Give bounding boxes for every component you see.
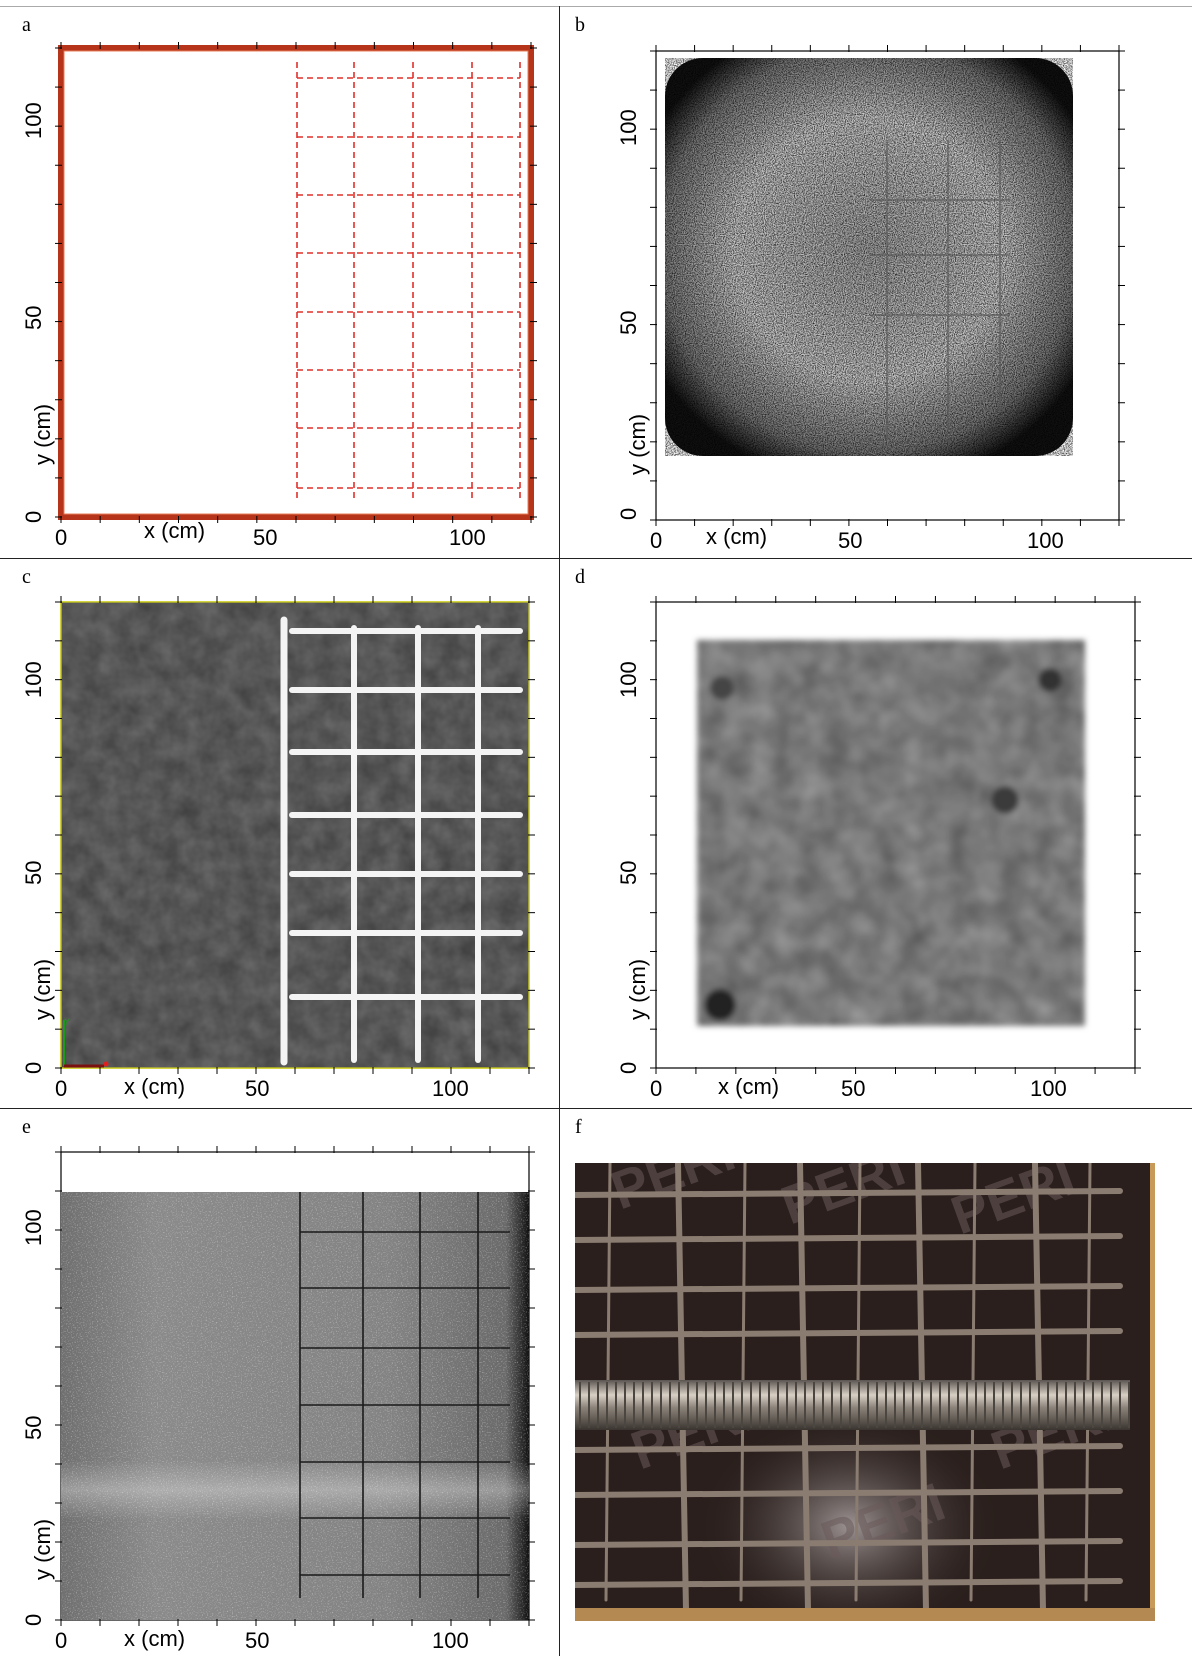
- y-axis-label: y (cm): [625, 413, 650, 475]
- y-tick-label: 0: [616, 507, 641, 520]
- bright-rebar-grid: [280, 616, 523, 1066]
- dark-rebar-grid: [299, 1192, 510, 1598]
- x-axis-label: x (cm): [706, 524, 768, 549]
- panel-c-ticks: [55, 596, 535, 1074]
- y-axis-label: y (cm): [30, 403, 55, 465]
- x-axis-label: x (cm): [124, 1074, 186, 1099]
- x-axis-label: x (cm): [718, 1074, 780, 1099]
- y-tick-label: 50: [21, 860, 46, 885]
- x-tick-label: 50: [841, 1076, 866, 1101]
- plywood-edge: [1150, 1163, 1155, 1621]
- frame-inner: [63, 50, 529, 515]
- rebar-horizontal: [575, 1328, 1123, 1338]
- x-tick-label: 0: [55, 525, 68, 550]
- y-tick-label: 100: [21, 1209, 46, 1246]
- x-axis-label: x (cm): [144, 518, 206, 543]
- x-tick-label: 0: [55, 1628, 68, 1653]
- x-tick-label: 50: [838, 528, 863, 553]
- y-tick-label: 0: [21, 510, 46, 523]
- rebar-horizontal: [575, 1488, 1123, 1498]
- x-tick-label: 100: [432, 1076, 469, 1101]
- panel-label-a: a: [22, 14, 31, 36]
- plywood-bottom: [575, 1608, 1155, 1621]
- rebar-horizontal: [575, 1233, 1123, 1243]
- duct-ribs: [579, 1382, 1130, 1428]
- blurred-map: [697, 640, 1085, 1026]
- density-noise: [665, 58, 1073, 456]
- x-tick-label: 50: [253, 525, 278, 550]
- top-rule: [0, 6, 1192, 7]
- panel-label-b: b: [575, 14, 585, 36]
- y-tick-label: 100: [21, 661, 46, 698]
- rebar-horizontal: [575, 1283, 1123, 1293]
- x-tick-label: 50: [245, 1076, 270, 1101]
- panel-label-f: f: [575, 1116, 582, 1138]
- y-tick-label: 100: [616, 661, 641, 698]
- origin-marker: [103, 1061, 109, 1067]
- x-tick-label: 0: [55, 1076, 68, 1101]
- faint-grid: [870, 140, 1010, 440]
- y-tick-label: 0: [21, 1613, 46, 1626]
- panel-b-ticks: [650, 45, 1125, 526]
- y-axis-label: y (cm): [30, 958, 55, 1020]
- x-tick-label: 100: [1027, 528, 1064, 553]
- panel-label-c: c: [22, 566, 31, 588]
- y-axis-label: y (cm): [625, 958, 650, 1020]
- rebar-horizontal: [575, 1188, 1123, 1198]
- panel-label-d: d: [575, 566, 585, 588]
- y-tick-label: 100: [21, 102, 46, 139]
- x-tick-label: 50: [245, 1628, 270, 1653]
- rebar-horizontal: [575, 1578, 1123, 1588]
- texture: [61, 602, 529, 1068]
- panel-d-ticks: [650, 596, 1141, 1074]
- y-tick-label: 50: [616, 860, 641, 885]
- row-divider-2: [0, 1108, 1192, 1109]
- column-divider: [559, 6, 560, 1656]
- rebar-dashed-grid: [296, 62, 521, 500]
- rebar-horizontal: [575, 1538, 1123, 1548]
- y-axis-indicator-label: Y: [64, 1017, 70, 1027]
- panel-e-ticks: [55, 1146, 535, 1626]
- corrugated-duct: [575, 1380, 1130, 1430]
- y-tick-label: 0: [21, 1061, 46, 1074]
- y-tick-label: 50: [21, 305, 46, 330]
- x-tick-label: 100: [432, 1628, 469, 1653]
- y-tick-label: 50: [21, 1415, 46, 1440]
- panel-label-e: e: [22, 1116, 31, 1138]
- y-axis-label: y (cm): [30, 1518, 55, 1580]
- x-tick-label: 0: [650, 528, 663, 553]
- x-tick-label: 100: [449, 525, 486, 550]
- y-tick-label: 0: [616, 1061, 641, 1074]
- y-tick-label: 50: [616, 310, 641, 335]
- x-tick-label: 0: [650, 1076, 663, 1101]
- frame-outline: [58, 45, 534, 520]
- panel-a-ticks: [55, 42, 537, 523]
- row-divider-1: [0, 558, 1192, 559]
- y-tick-label: 100: [616, 109, 641, 146]
- grain: [61, 1192, 529, 1620]
- x-axis-label: x (cm): [124, 1626, 186, 1651]
- rebar-horizontal: [575, 1443, 1123, 1453]
- x-tick-label: 100: [1030, 1076, 1067, 1101]
